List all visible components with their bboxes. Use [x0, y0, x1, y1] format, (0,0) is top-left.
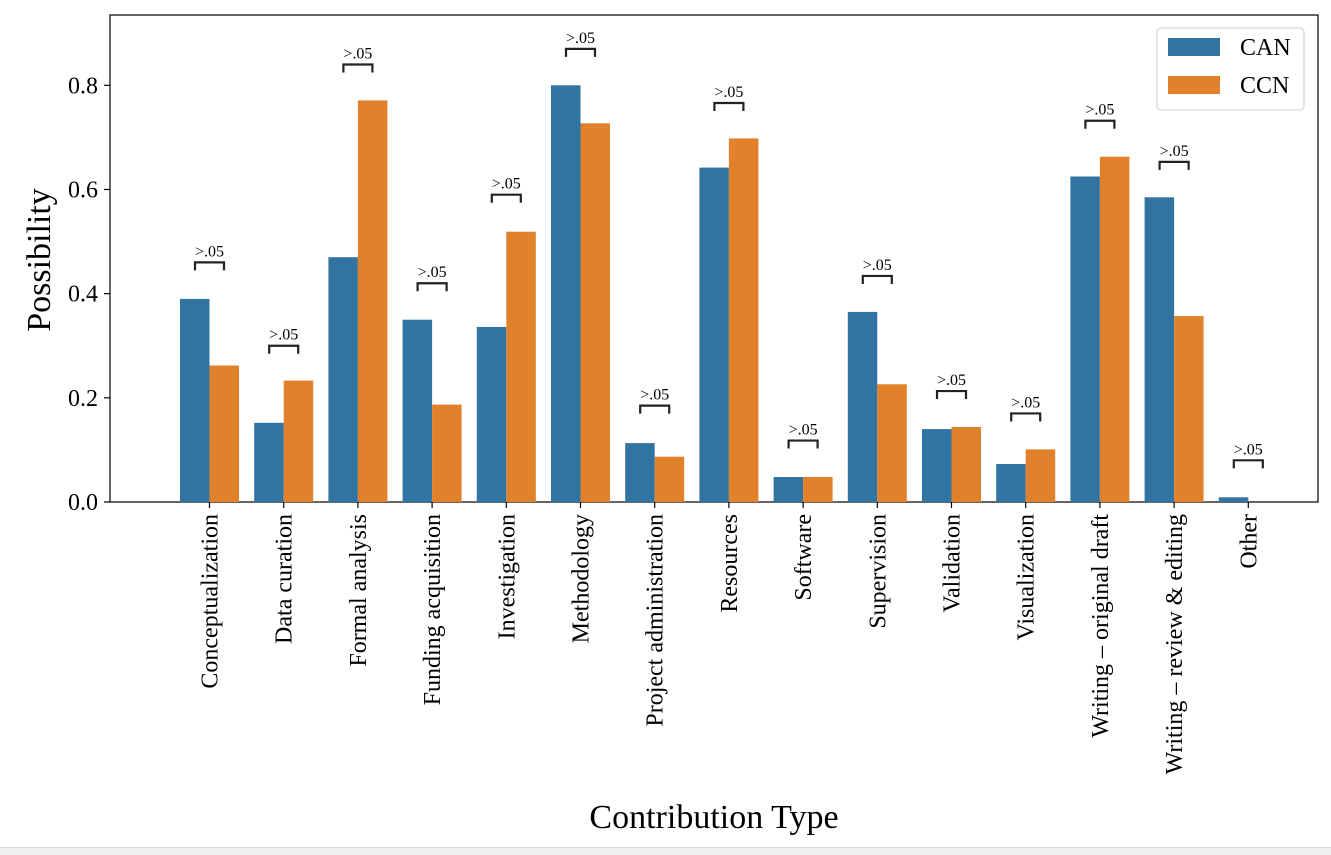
significance-label-supervision: >.05 — [863, 257, 892, 274]
bar-ccn-data-curation — [283, 380, 314, 502]
significance-label-methodology: >.05 — [566, 30, 595, 47]
x-tick-label-formal-analysis: Formal analysis — [346, 514, 372, 667]
significance-bracket-data-curation — [268, 344, 300, 354]
significance-label-project-administration: >.05 — [640, 387, 669, 404]
window-bottom-strip — [0, 847, 1331, 855]
significance-bracket-project-administration — [639, 404, 671, 414]
significance-label-resources: >.05 — [714, 84, 743, 101]
significance-bracket-formal-analysis — [342, 63, 374, 73]
x-tick-label-writing-review-editing: Writing – review & editing — [1162, 514, 1188, 774]
significance-label-investigation: >.05 — [492, 176, 521, 193]
significance-label-conceptualization: >.05 — [195, 243, 224, 260]
significance-bracket-conceptualization — [193, 261, 226, 271]
significance-bracket-resources — [713, 101, 745, 112]
significance-label-data-curation: >.05 — [269, 327, 298, 344]
x-tick-label-resources: Resources — [717, 514, 743, 613]
legend-label-can: CAN — [1240, 35, 1291, 61]
significance-label-funding-acquisition: >.05 — [418, 264, 447, 281]
significance-bracket-visualization — [1010, 412, 1042, 422]
y-tick-label: 0.6 — [68, 177, 98, 203]
bar-ccn-investigation — [506, 231, 536, 502]
x-tick-label-supervision: Supervision — [865, 514, 891, 629]
x-axis: Conceptualization Data curation Formal ana… — [198, 502, 1262, 774]
bar-can-resources — [699, 167, 729, 502]
significance-bracket-other — [1232, 459, 1264, 469]
bars-layer — [180, 85, 1249, 503]
legend-swatch-ccn — [1168, 76, 1220, 94]
x-tick-label-methodology: Methodology — [569, 514, 595, 643]
significance-label-visualization: >.05 — [1011, 394, 1040, 411]
bar-ccn-software — [803, 477, 833, 502]
bar-can-validation — [922, 429, 952, 502]
x-tick-label-validation: Validation — [940, 514, 966, 613]
significance-bracket-software — [787, 439, 819, 449]
y-tick-label: 0.0 — [68, 490, 98, 516]
significance-bracket-methodology — [564, 47, 597, 57]
x-tick-label-writing-original-draft: Writing – original draft — [1088, 514, 1114, 738]
y-tick-label: 0.4 — [68, 282, 98, 308]
x-tick-label-funding-acquisition: Funding acquisition — [420, 514, 446, 705]
bar-ccn-project-administration — [654, 456, 685, 502]
bar-can-project-administration — [625, 443, 655, 502]
significance-bracket-supervision — [861, 274, 893, 284]
legend-swatch-can — [1168, 38, 1220, 56]
significance-label-writing-original-draft: >.05 — [1085, 102, 1114, 119]
significance-bracket-validation — [935, 389, 968, 400]
x-tick-label-project-administration: Project administration — [643, 514, 669, 727]
x-tick-label-visualization: Visualization — [1014, 514, 1040, 641]
bar-ccn-supervision — [877, 384, 907, 502]
significance-label-other: >.05 — [1234, 441, 1263, 458]
bar-ccn-visualization — [1025, 449, 1056, 502]
bar-ccn-funding-acquisition — [432, 404, 462, 502]
y-axis: 0.0 0.2 0.4 0.6 0.8 — [68, 73, 110, 516]
annotations-layer: >.05 >.05 >.05 >.05 >.05 >.05 >.05 >.05 >.05 >.05… — [193, 30, 1264, 469]
bar-can-other — [1218, 497, 1249, 502]
bar-can-supervision — [847, 311, 878, 502]
significance-label-software: >.05 — [789, 422, 818, 439]
significance-label-validation: >.05 — [937, 372, 966, 389]
bar-can-visualization — [996, 464, 1026, 502]
significance-label-formal-analysis: >.05 — [343, 45, 372, 62]
significance-bracket-writing-review-editing — [1158, 160, 1190, 170]
bar-ccn-methodology — [580, 123, 610, 503]
bar-can-software — [773, 477, 804, 502]
bar-ccn-writing-review-editing — [1174, 316, 1204, 502]
bar-can-methodology — [551, 85, 581, 503]
y-tick-label: 0.8 — [68, 73, 98, 99]
bar-ccn-writing-original-draft — [1099, 156, 1130, 502]
significance-bracket-investigation — [490, 193, 522, 203]
bar-can-data-curation — [254, 422, 284, 502]
bar-ccn-resources — [728, 138, 759, 502]
x-tick-label-software: Software — [791, 514, 817, 601]
legend: CAN CCN — [1156, 27, 1305, 111]
bar-can-writing-original-draft — [1070, 176, 1100, 502]
bar-can-formal-analysis — [328, 257, 358, 502]
bar-ccn-formal-analysis — [357, 100, 388, 503]
x-tick-label-investigation: Investigation — [494, 514, 520, 639]
bar-ccn-validation — [951, 427, 981, 502]
bar-can-conceptualization — [180, 298, 210, 502]
bar-ccn-conceptualization — [209, 365, 239, 502]
x-tick-label-data-curation: Data curation — [272, 514, 298, 644]
significance-bracket-writing-original-draft — [1084, 119, 1116, 129]
significance-bracket-funding-acquisition — [416, 282, 448, 292]
significance-label-writing-review-editing: >.05 — [1160, 143, 1189, 160]
y-tick-label: 0.2 — [68, 386, 98, 412]
bar-can-investigation — [476, 327, 507, 502]
bar-can-writing-review-editing — [1144, 197, 1175, 503]
legend-label-ccn: CCN — [1240, 73, 1289, 99]
x-axis-label: Contribution Type — [589, 799, 838, 836]
bar-can-funding-acquisition — [402, 319, 433, 502]
x-tick-label-conceptualization: Conceptualization — [198, 514, 224, 689]
y-axis-label: Possibility — [21, 188, 58, 332]
x-tick-label-other: Other — [1236, 514, 1262, 569]
